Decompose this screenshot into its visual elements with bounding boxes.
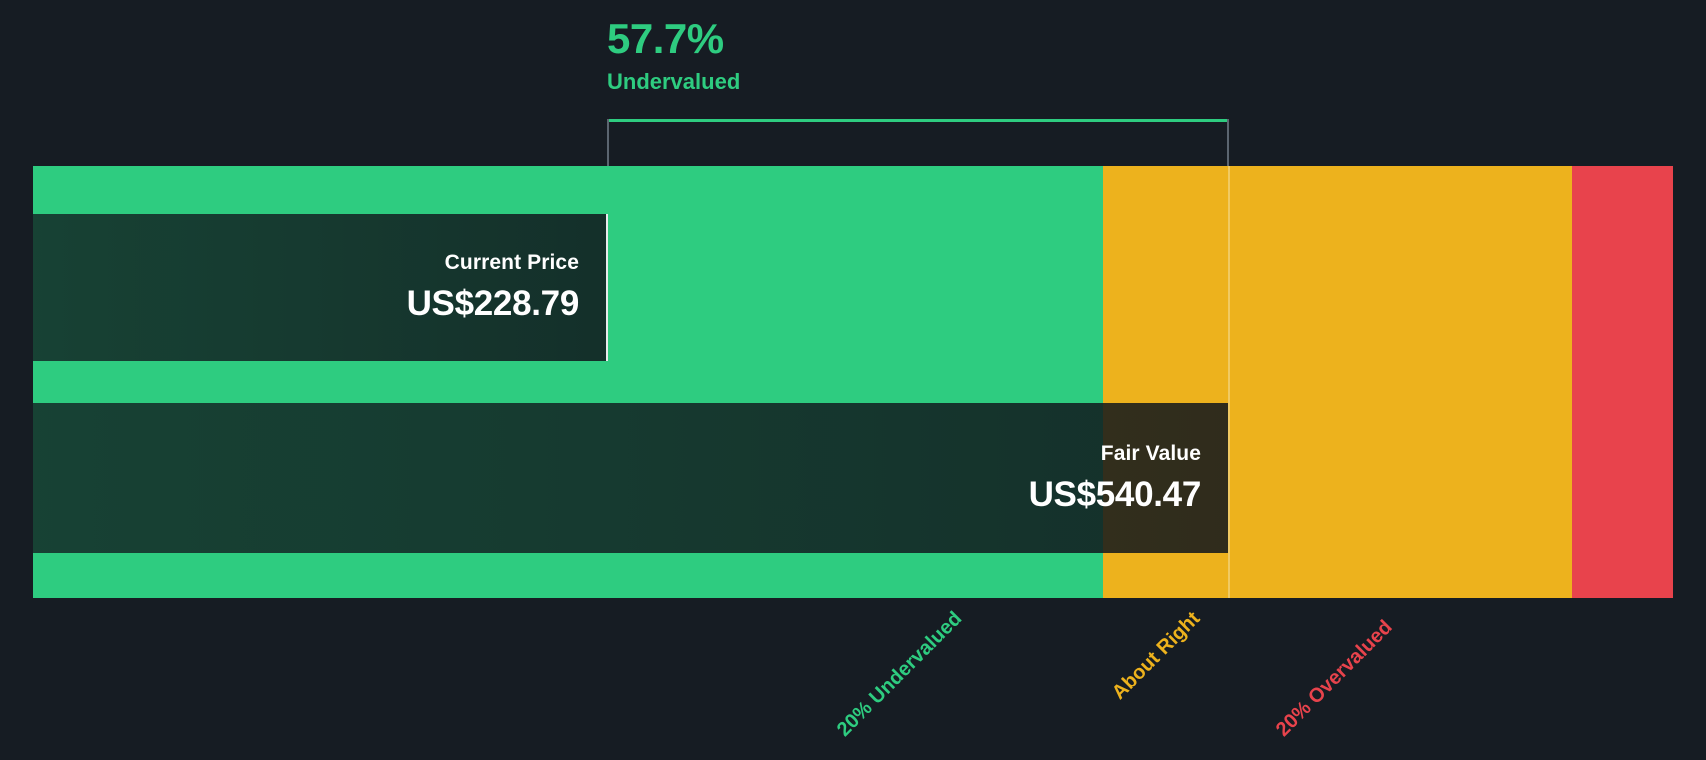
range-bracket bbox=[607, 119, 1229, 167]
axis-label-about-right: About Right bbox=[1107, 607, 1205, 704]
fair-value-label: Fair Value bbox=[1100, 441, 1201, 465]
bracket-leg-right bbox=[1227, 119, 1229, 167]
valuation-headline: 57.7% Undervalued bbox=[607, 18, 740, 93]
bracket-leg-left bbox=[607, 119, 609, 167]
current-price-amount: US$228.79 bbox=[406, 284, 580, 323]
discount-percent: 57.7% bbox=[607, 15, 724, 62]
fair-value-bar: Fair Value US$540.47 bbox=[33, 403, 1228, 553]
current-price-label: Current Price bbox=[444, 251, 579, 274]
band-overvalued bbox=[1572, 166, 1673, 598]
valuation-bands: Current Price US$228.79 Fair Value US$54… bbox=[33, 166, 1673, 598]
discount-status: Undervalued bbox=[607, 69, 741, 94]
current-price-bar: Current Price US$228.79 bbox=[33, 214, 608, 361]
axis-label-overvalued: 20% Overvalued bbox=[1271, 616, 1397, 741]
bracket-top-line bbox=[607, 119, 1229, 122]
band-divider-about-right bbox=[1228, 166, 1230, 598]
axis-label-undervalued: 20% Undervalued bbox=[832, 607, 967, 741]
fair-value-amount: US$540.47 bbox=[1028, 474, 1202, 514]
